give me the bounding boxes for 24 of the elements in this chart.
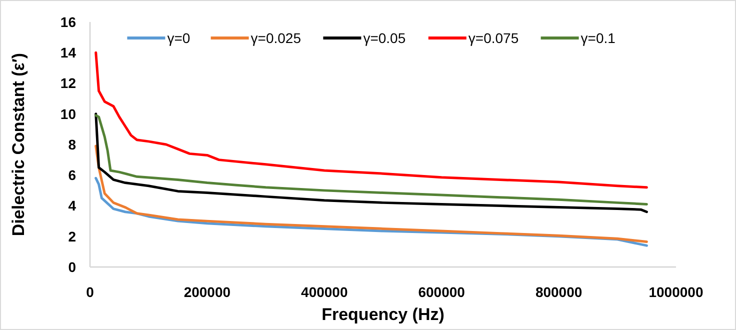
line-series: [94, 51, 648, 189]
y-tick-label: 4: [68, 198, 76, 214]
y-axis-title: Dielectric Constant (ε′): [9, 52, 28, 236]
x-tick-label: 400000: [301, 284, 348, 300]
y-tick-label: 10: [60, 106, 76, 122]
x-axis-title: Frequency (Hz): [322, 305, 444, 324]
legend-label: γ=0.025: [250, 30, 302, 46]
x-tick-label: 0: [86, 284, 94, 300]
y-tick-label: 2: [68, 228, 76, 244]
legend-label: γ=0.075: [468, 30, 519, 46]
y-tick-label: 8: [68, 136, 76, 152]
x-tick-label: 1000000: [648, 284, 704, 300]
y-tick-label: 14: [60, 44, 76, 61]
legend-label: γ=0: [167, 30, 190, 46]
y-tick-label: 12: [60, 75, 76, 92]
legend-label: γ=0.05: [363, 30, 406, 46]
x-tick-label: 200000: [184, 284, 231, 300]
x-tick-label: 800000: [535, 284, 582, 300]
x-tick-label: 600000: [418, 284, 466, 300]
y-tick-label: 0: [68, 258, 76, 275]
line-series: [94, 144, 648, 243]
legend-label: γ=0.1: [580, 30, 616, 46]
y-tick-label: 16: [60, 14, 76, 30]
y-tick-label: 6: [68, 167, 76, 184]
